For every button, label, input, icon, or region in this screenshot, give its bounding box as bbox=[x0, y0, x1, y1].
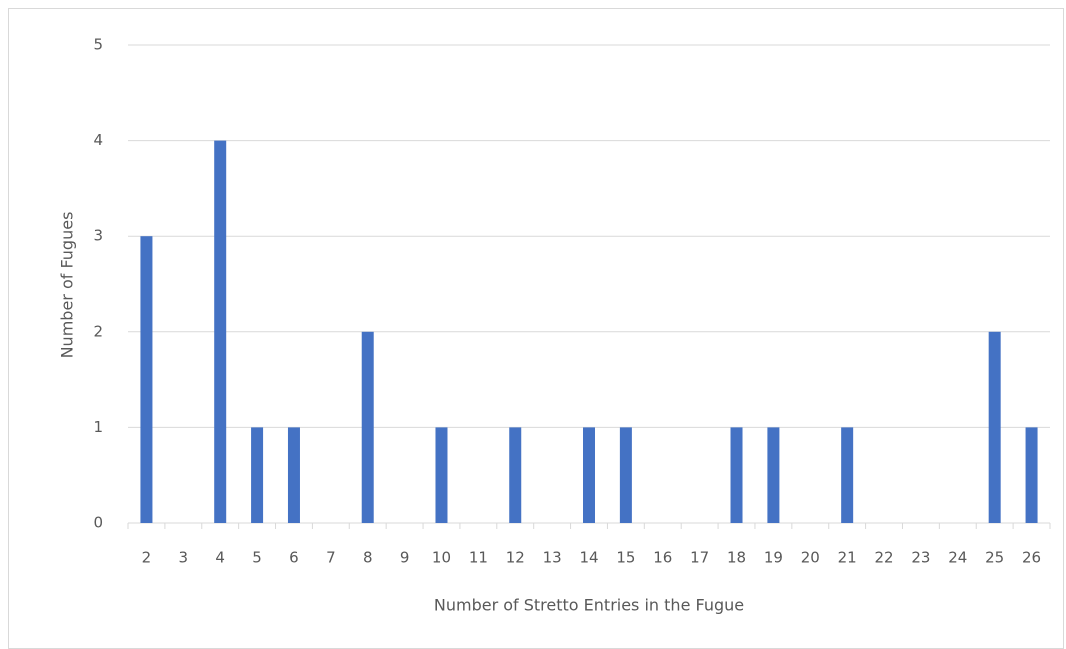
y-tick-label: 4 bbox=[93, 131, 103, 149]
x-tick-label: 13 bbox=[543, 549, 562, 567]
bar bbox=[619, 427, 632, 523]
bar bbox=[361, 331, 374, 523]
y-tick-label: 1 bbox=[93, 418, 103, 436]
x-tick-label: 22 bbox=[874, 549, 893, 567]
chart-border bbox=[8, 8, 1064, 649]
bar bbox=[287, 427, 300, 523]
y-tick-label: 5 bbox=[93, 36, 103, 54]
x-tick-label: 15 bbox=[616, 549, 635, 567]
x-tick-label: 18 bbox=[727, 549, 746, 567]
bar bbox=[583, 427, 595, 523]
bar bbox=[767, 427, 780, 523]
y-tick-label: 3 bbox=[93, 227, 103, 245]
x-tick-label: 25 bbox=[985, 549, 1004, 567]
bar bbox=[251, 427, 264, 523]
y-tick-label: 0 bbox=[93, 514, 103, 532]
x-tick-label: 21 bbox=[838, 549, 857, 567]
bar bbox=[1025, 427, 1038, 523]
x-tick-label: 19 bbox=[764, 549, 783, 567]
x-tick-label: 20 bbox=[801, 549, 820, 567]
x-tick-label: 5 bbox=[252, 549, 262, 567]
bar bbox=[140, 236, 153, 523]
x-tick-label: 7 bbox=[326, 549, 336, 567]
x-tick-label: 2 bbox=[142, 549, 152, 567]
bar bbox=[214, 140, 227, 523]
x-tick-label: 17 bbox=[690, 549, 709, 567]
x-tick-label: 23 bbox=[911, 549, 930, 567]
x-tick-label: 10 bbox=[432, 549, 451, 567]
x-tick-label: 26 bbox=[1022, 549, 1041, 567]
x-tick-label: 6 bbox=[289, 549, 299, 567]
bar bbox=[509, 427, 522, 523]
x-tick-label: 16 bbox=[653, 549, 672, 567]
x-tick-label: 4 bbox=[215, 549, 225, 567]
x-tick-label: 9 bbox=[400, 549, 410, 567]
x-tick-label: 11 bbox=[469, 549, 488, 567]
x-tick-label: 14 bbox=[579, 549, 598, 567]
bar bbox=[435, 427, 448, 523]
bar bbox=[988, 331, 1001, 523]
x-tick-label: 24 bbox=[948, 549, 967, 567]
x-tick-label: 12 bbox=[506, 549, 525, 567]
y-axis-title: Number of Fugues bbox=[58, 212, 77, 359]
y-tick-label: 2 bbox=[93, 322, 103, 340]
x-tick-label: 3 bbox=[179, 549, 189, 567]
x-axis-title: Number of Stretto Entries in the Fugue bbox=[434, 596, 744, 615]
bar bbox=[730, 427, 743, 523]
x-tick-label: 8 bbox=[363, 549, 373, 567]
bar bbox=[841, 427, 854, 523]
